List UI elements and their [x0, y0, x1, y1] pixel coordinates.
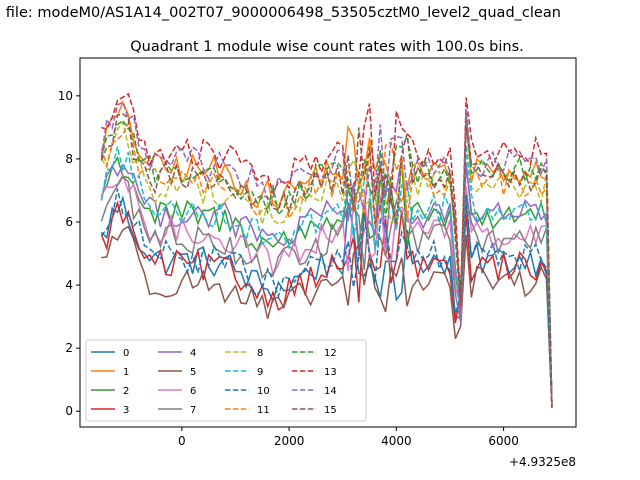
series-line-9: [100, 145, 553, 407]
x-axis-ticks: 0 2000 4000 6000: [178, 427, 519, 448]
y-tick-label: 8: [65, 152, 73, 166]
series-line-5: [101, 225, 553, 407]
series-line-1: [100, 100, 553, 406]
legend-label-2: 2: [123, 386, 129, 397]
legend-label-13: 13: [324, 367, 337, 378]
series-lines: [100, 92, 553, 409]
legend-label-8: 8: [257, 348, 263, 359]
series-line-10: [100, 188, 553, 405]
axes-frame: [79, 57, 577, 428]
legend-label-12: 12: [324, 348, 337, 359]
series-line-8: [100, 120, 553, 405]
y-tick-label: 0: [65, 404, 73, 418]
y-tick-label: 2: [65, 341, 73, 355]
x-tick-label: 0: [178, 434, 186, 448]
legend-label-6: 6: [190, 386, 196, 397]
series-line-14: [100, 101, 553, 405]
legend-label-3: 3: [123, 405, 129, 416]
series-line-7: [100, 175, 553, 407]
legend-label-15: 15: [324, 405, 337, 416]
y-tick-label: 10: [58, 89, 73, 103]
y-tick-label: 6: [65, 215, 73, 229]
x-tick-label: 2000: [274, 434, 305, 448]
series-line-2: [100, 155, 553, 404]
legend-label-9: 9: [257, 367, 263, 378]
legend-label-14: 14: [324, 386, 337, 397]
legend-label-10: 10: [257, 386, 270, 397]
legend-label-0: 0: [123, 348, 129, 359]
figure-suptitle: n file: modeM0/AS1A14_002T07_9000006498_…: [0, 5, 561, 21]
legend-label-11: 11: [257, 405, 270, 416]
legend-label-1: 1: [123, 367, 129, 378]
y-axis-ticks: 0 2 4 6 8 10: [58, 89, 80, 418]
x-tick-label: 6000: [488, 434, 519, 448]
legend-label-4: 4: [190, 348, 196, 359]
chart-title: Quadrant 1 module wise count rates with …: [130, 39, 524, 55]
legend-label-5: 5: [190, 367, 196, 378]
x-axis-offset-label: +4.9325e8: [509, 455, 576, 469]
series-line-6: [100, 173, 553, 404]
legend-frame: [85, 339, 367, 422]
x-tick-label: 4000: [381, 434, 412, 448]
series-line-15: [100, 113, 553, 408]
y-tick-label: 4: [65, 278, 73, 292]
legend-label-7: 7: [190, 405, 196, 416]
